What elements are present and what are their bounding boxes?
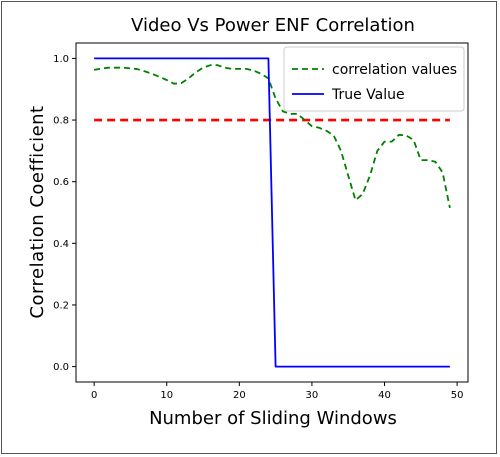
y-tick-label: 1.0: [53, 54, 69, 65]
y-tick-label: 0.6: [53, 177, 69, 188]
y-tick-label: 0.2: [53, 300, 69, 311]
x-tick-label: 30: [306, 390, 319, 401]
axis-ticks: 0 10 20 30 40 50 0.0 0.2 0.4 0.6 0.8 1.0: [53, 54, 463, 401]
legend: correlation values True Value: [283, 46, 465, 112]
y-axis-label: Correlation Coefficient: [27, 105, 48, 318]
series-line-correlation-values: [93, 64, 451, 209]
legend-box: [283, 46, 465, 112]
x-tick-label: 20: [233, 390, 246, 401]
legend-label-true-value: True Value: [331, 87, 405, 103]
series-layer: [93, 57, 451, 368]
y-tick-label: 0.8: [53, 116, 69, 127]
y-tick-label: 0.4: [53, 239, 69, 250]
y-tick-label: 0.0: [53, 362, 69, 373]
x-axis-label: Number of Sliding Windows: [149, 408, 397, 429]
x-tick-label: 0: [91, 390, 97, 401]
legend-label-correlation-values: correlation values: [332, 62, 457, 78]
x-tick-label: 10: [160, 390, 173, 401]
x-tick-label: 40: [378, 390, 391, 401]
chart-title: Video Vs Power ENF Correlation: [131, 15, 415, 36]
series-line-true-value: [94, 57, 450, 368]
x-tick-label: 50: [451, 390, 464, 401]
